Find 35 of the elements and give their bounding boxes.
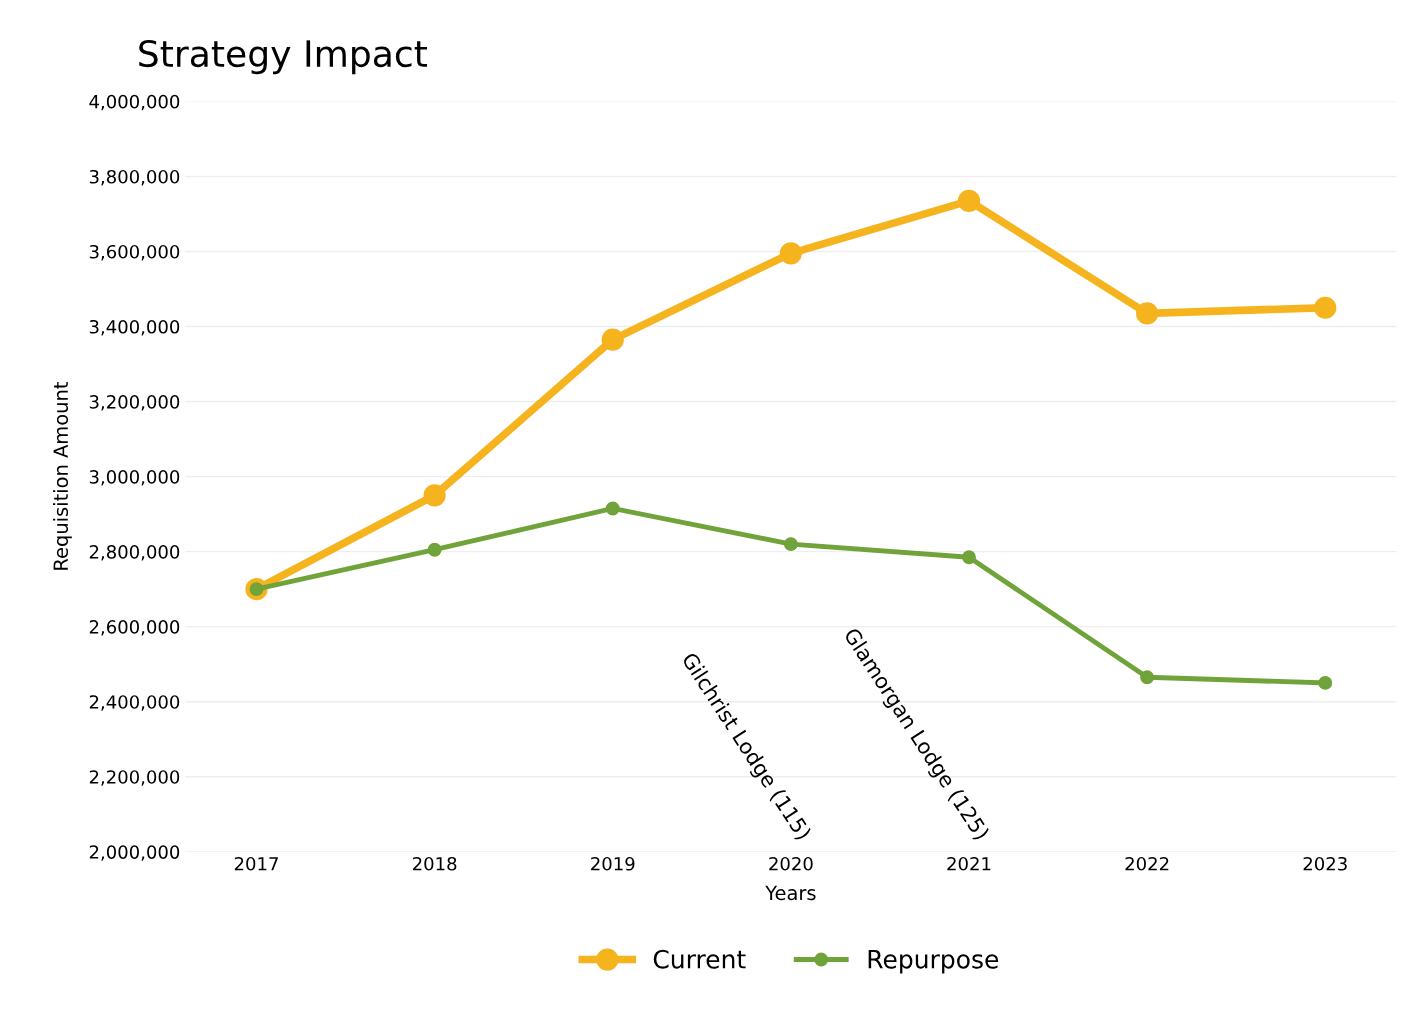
point — [1318, 675, 1333, 690]
point — [423, 484, 446, 507]
y-tick-label: 3,800,000 — [89, 169, 180, 186]
chart-title: Strategy Impact — [139, 39, 428, 75]
x-axis-title: Years — [765, 885, 816, 901]
y-tick-label: 2,200,000 — [89, 770, 180, 786]
x-tick-label: 2018 — [412, 856, 457, 871]
y-tick-label: 3,400,000 — [89, 319, 180, 336]
point — [957, 189, 981, 212]
x-tick-label: 2021 — [947, 856, 991, 871]
point — [1140, 670, 1155, 685]
y-tick-label: 4,000,000 — [89, 94, 180, 111]
y-axis-title: Requisition Amount — [53, 382, 72, 570]
x-tick-label: 2023 — [1303, 856, 1347, 871]
legend-label: Current — [653, 949, 746, 969]
y-tick-label: 3,000,000 — [89, 470, 180, 486]
point — [1136, 302, 1159, 325]
point — [1314, 296, 1337, 319]
point — [427, 542, 442, 557]
y-tick-label: 3,200,000 — [89, 395, 180, 411]
x-tick-label: 2017 — [234, 856, 278, 871]
x-tick-label: 2022 — [1125, 856, 1169, 871]
y-tick-label: 2,600,000 — [89, 620, 180, 636]
x-tick-label: 2020 — [769, 856, 813, 871]
legend-label: Repurpose — [868, 950, 999, 974]
y-tick-label: 2,400,000 — [89, 695, 180, 711]
point — [783, 537, 798, 552]
x-tick-label: 2019 — [591, 856, 635, 871]
y-tick-label: 3,600,000 — [89, 244, 180, 261]
point — [779, 242, 802, 265]
y-tick-label: 2,000,000 — [89, 845, 180, 861]
point — [601, 328, 624, 351]
point — [605, 501, 620, 516]
point — [962, 550, 976, 565]
y-tick-label: 2,800,000 — [89, 545, 180, 561]
